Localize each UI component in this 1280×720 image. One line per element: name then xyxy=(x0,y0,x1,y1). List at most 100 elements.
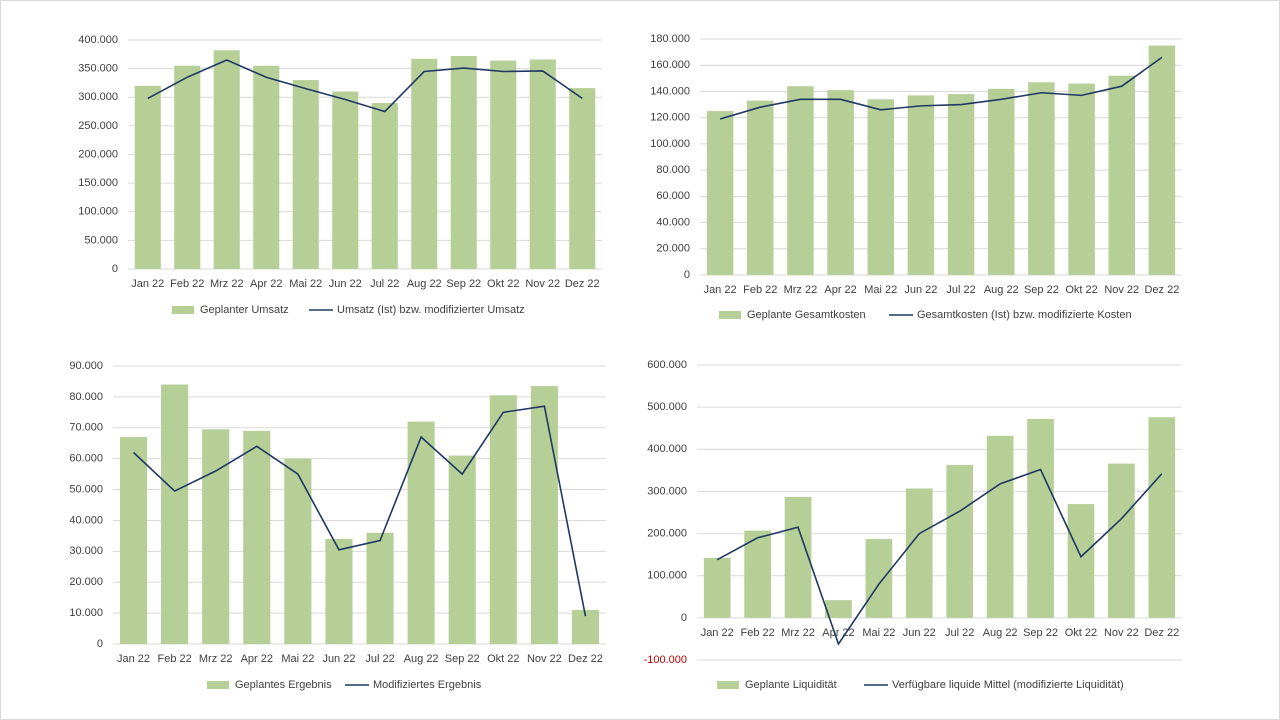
bar xyxy=(905,488,933,618)
y-tick-label: 500.000 xyxy=(647,401,687,413)
bar xyxy=(371,102,398,269)
x-tick-label: Mrz 22 xyxy=(199,653,233,665)
x-tick-label: Jan 22 xyxy=(704,284,737,296)
x-tick-label: Jan 22 xyxy=(117,653,150,665)
y-tick-label: 50.000 xyxy=(84,234,118,246)
y-tick-label: 50.000 xyxy=(69,483,103,495)
x-tick-label: Mai 22 xyxy=(281,653,314,665)
bar xyxy=(1027,418,1054,618)
y-tick-label: -100.000 xyxy=(644,654,687,666)
bar xyxy=(292,80,319,269)
bar xyxy=(134,85,161,269)
y-tick-label: 0 xyxy=(97,638,103,650)
x-tick-label: Sep 22 xyxy=(446,278,481,290)
x-tick-label: Jan 22 xyxy=(701,627,734,639)
line xyxy=(147,59,583,113)
x-tick-label: Okt 22 xyxy=(487,278,519,290)
x-tick-label: Jul 22 xyxy=(946,284,975,296)
x-tick-label: Jun 22 xyxy=(904,284,937,296)
legend-label: Modifiziertes Ergebnis xyxy=(373,679,482,691)
x-tick-label: Jun 22 xyxy=(903,627,936,639)
bar xyxy=(1108,75,1136,275)
legend-label: Verfügbare liquide Mittel (modifizierte … xyxy=(892,679,1124,691)
x-tick-label: Sep 22 xyxy=(1023,627,1058,639)
y-tick-label: 20.000 xyxy=(69,576,103,588)
bar xyxy=(1067,504,1095,618)
bar xyxy=(529,59,556,270)
y-tick-label: 40.000 xyxy=(656,216,690,228)
bar xyxy=(489,395,517,644)
y-tick-label: 30.000 xyxy=(69,545,103,557)
x-tick-label: Aug 22 xyxy=(404,653,439,665)
bar xyxy=(946,464,974,618)
x-tick-label: Mai 22 xyxy=(289,278,322,290)
legend-label: Umsatz (Ist) bzw. modifizierter Umsatz xyxy=(337,304,525,316)
bar xyxy=(706,111,734,275)
x-tick-label: Okt 22 xyxy=(487,653,519,665)
bar xyxy=(366,532,394,644)
bar xyxy=(253,65,280,269)
y-tick-label: 80.000 xyxy=(656,164,690,176)
bar xyxy=(161,384,189,644)
y-tick-label: 80.000 xyxy=(69,391,103,403)
bar xyxy=(744,530,771,618)
legend-swatch xyxy=(207,681,229,689)
x-tick-label: Mrz 22 xyxy=(784,284,818,296)
x-tick-label: Apr 22 xyxy=(822,627,854,639)
y-tick-label: 300.000 xyxy=(647,485,687,497)
bar xyxy=(407,421,435,644)
bar xyxy=(865,539,893,618)
x-tick-label: Nov 22 xyxy=(527,653,562,665)
bar xyxy=(174,65,201,269)
y-tick-label: 120.000 xyxy=(650,112,690,124)
bar xyxy=(987,88,1015,275)
bar xyxy=(1148,417,1176,618)
bar xyxy=(448,455,476,644)
bar xyxy=(746,100,774,275)
legend-label: Geplantes Ergebnis xyxy=(235,679,332,691)
bar xyxy=(411,58,438,269)
x-tick-label: Apr 22 xyxy=(241,653,273,665)
x-tick-label: Jul 22 xyxy=(370,278,399,290)
bar xyxy=(325,538,353,644)
legend-label: Gesamtkosten (Ist) bzw. modifizierte Kos… xyxy=(917,309,1132,321)
y-tick-label: 60.000 xyxy=(656,190,690,202)
x-tick-label: Mai 22 xyxy=(862,627,895,639)
bar xyxy=(986,435,1014,618)
y-tick-label: 10.000 xyxy=(69,607,103,619)
x-tick-label: Mrz 22 xyxy=(210,278,244,290)
y-tick-label: 350.000 xyxy=(78,63,118,75)
bar xyxy=(1068,83,1095,275)
x-tick-label: Jul 22 xyxy=(945,627,974,639)
x-tick-label: Jul 22 xyxy=(365,653,394,665)
x-tick-label: Okt 22 xyxy=(1065,284,1097,296)
y-tick-label: 200.000 xyxy=(647,527,687,539)
x-tick-label: Dez 22 xyxy=(568,653,603,665)
line xyxy=(132,405,587,617)
line xyxy=(719,56,1163,120)
x-tick-label: Jun 22 xyxy=(322,653,355,665)
y-tick-label: 100.000 xyxy=(78,206,118,218)
y-tick-label: 100.000 xyxy=(647,570,687,582)
x-tick-label: Dez 22 xyxy=(1144,284,1179,296)
legend-swatch xyxy=(172,306,194,314)
legend-label: Geplante Liquidität xyxy=(745,679,837,691)
y-tick-label: 0 xyxy=(112,263,118,275)
y-tick-label: 40.000 xyxy=(69,514,103,526)
bar xyxy=(947,94,975,275)
y-tick-label: 0 xyxy=(684,269,690,281)
y-tick-label: 140.000 xyxy=(650,85,690,97)
legend-label: Geplante Gesamtkosten xyxy=(747,309,866,321)
bar xyxy=(784,496,812,618)
bar xyxy=(787,86,814,275)
line xyxy=(716,468,1163,646)
x-tick-label: Feb 22 xyxy=(158,653,192,665)
x-tick-label: Dez 22 xyxy=(1144,627,1179,639)
x-tick-label: Sep 22 xyxy=(445,653,480,665)
bar xyxy=(530,386,558,644)
y-tick-label: 150.000 xyxy=(78,177,118,189)
y-tick-label: 100.000 xyxy=(650,138,690,150)
x-tick-label: Mai 22 xyxy=(864,284,897,296)
x-tick-label: Apr 22 xyxy=(824,284,856,296)
